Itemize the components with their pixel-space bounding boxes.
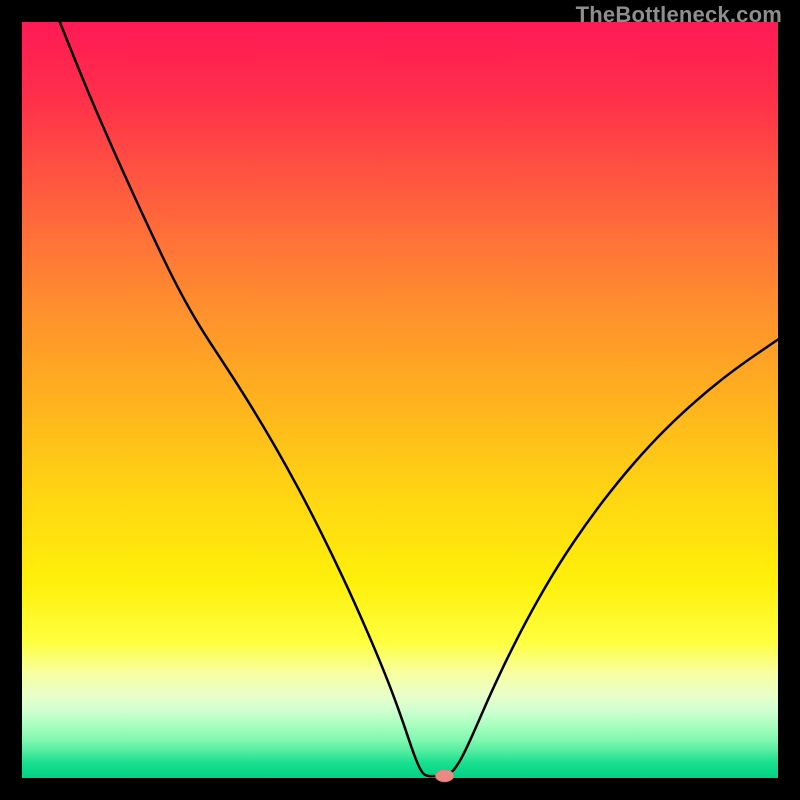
minimum-marker [436, 770, 454, 782]
watermark-text: TheBottleneck.com [576, 2, 782, 28]
bottleneck-chart [0, 0, 800, 800]
plot-background [22, 22, 778, 778]
chart-container: TheBottleneck.com [0, 0, 800, 800]
